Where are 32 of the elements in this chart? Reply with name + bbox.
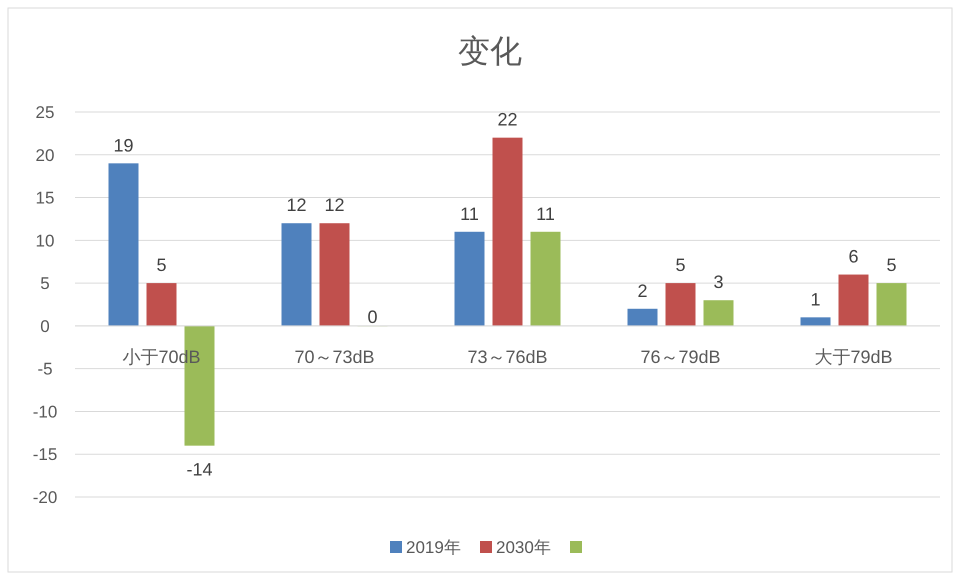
data-label: 11 bbox=[536, 204, 555, 224]
data-label: 12 bbox=[286, 195, 307, 216]
y-tick-label: -15 bbox=[32, 445, 58, 464]
y-tick-label: -20 bbox=[32, 488, 58, 507]
legend-label: 2030年 bbox=[496, 538, 551, 557]
data-label: 1 bbox=[810, 289, 821, 310]
data-label: 5 bbox=[886, 255, 897, 276]
data-label: 2 bbox=[637, 280, 648, 301]
chart-title: 变化 bbox=[458, 33, 522, 69]
y-tick-label: -5 bbox=[37, 360, 53, 379]
y-tick-label: 20 bbox=[36, 146, 54, 165]
x-tick-label: 70～73dB bbox=[294, 346, 375, 367]
y-tick-label: -10 bbox=[32, 402, 58, 422]
data-label: 19 bbox=[113, 135, 134, 156]
data-label: 3 bbox=[713, 272, 724, 292]
data-label: 0 bbox=[367, 306, 378, 327]
data-label: 6 bbox=[848, 246, 859, 267]
data-label: 5 bbox=[675, 255, 686, 276]
data-label: 22 bbox=[497, 110, 518, 130]
y-tick-label: 10 bbox=[36, 231, 54, 250]
x-tick-label: 73～76dB bbox=[467, 346, 548, 367]
y-tick-label: 5 bbox=[40, 274, 50, 294]
y-tick-label: 0 bbox=[40, 316, 50, 336]
data-label: 12 bbox=[324, 195, 345, 216]
legend-label: 2019年 bbox=[406, 538, 461, 557]
data-label: 5 bbox=[156, 255, 167, 276]
data-label: 11 bbox=[460, 204, 479, 224]
y-tick-label: 25 bbox=[36, 103, 54, 122]
data-label: -14 bbox=[186, 460, 213, 480]
y-tick-label: 15 bbox=[36, 188, 54, 208]
x-tick-label: 大于79dB bbox=[814, 346, 893, 367]
x-tick-label: 76～79dB bbox=[640, 346, 721, 367]
